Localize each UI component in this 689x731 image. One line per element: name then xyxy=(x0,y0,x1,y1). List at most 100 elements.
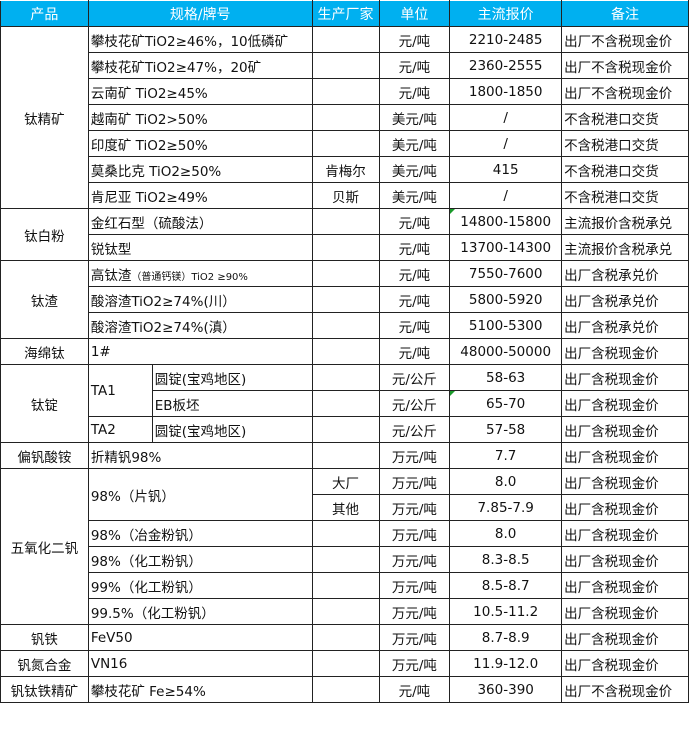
maker-cell xyxy=(311,390,380,417)
spec-text: 99.5%（化工粉钒） xyxy=(90,605,215,622)
maker-cell xyxy=(311,260,380,287)
header-spec: 规格/牌号 xyxy=(87,0,313,27)
maker-cell xyxy=(311,234,380,261)
spec-cell: 高钛渣（普通钙镁）TiO2 ≥90% xyxy=(87,260,313,287)
maker-cell: 其他 xyxy=(311,494,380,521)
spec-text: 莫桑比克 TiO2≥50% xyxy=(90,163,222,180)
table-row: TA2 圆锭(宝鸡地区) 元/公斤 57-58 出厂含税现金价 xyxy=(1,416,689,443)
unit-cell: 元/吨 xyxy=(378,338,451,365)
spec-text: 攀枝花矿 Fe≥54% xyxy=(90,683,206,700)
note-cell: 出厂含税现金价 xyxy=(561,650,689,677)
spec-text: 酸溶渣TiO2≥74%(滇） xyxy=(90,319,236,336)
note-cell: 出厂含税承兑价 xyxy=(561,286,689,313)
price-text: 65-70 xyxy=(486,395,526,412)
note-cell: 出厂含税现金价 xyxy=(561,442,689,469)
unit-cell: 元/公斤 xyxy=(378,390,451,417)
product-cell: 钛渣 xyxy=(0,260,89,339)
unit-cell: 美元/吨 xyxy=(378,130,451,157)
note-cell: 主流报价含税承兑 xyxy=(561,208,689,235)
table-row: 海绵钛 1# 元/吨 48000-50000 出厂含税现金价 xyxy=(0,338,689,365)
spec-cell: EB板坯 xyxy=(151,390,313,417)
spec-cell: 99.5%（化工粉钒） xyxy=(87,598,313,625)
price-cell: 5100-5300 xyxy=(449,312,563,339)
maker-cell xyxy=(311,572,380,599)
note-cell: 出厂含税现金价 xyxy=(561,598,689,625)
product-cell: 钒铁 xyxy=(0,624,89,651)
price-text: / xyxy=(503,109,508,126)
price-cell: 8.0 xyxy=(449,520,563,547)
table-row: 钛精矿 攀枝花矿TiO2≥46%，10低磷矿 元/吨 2210-2485 出厂不含税现金… xyxy=(0,26,689,209)
table-row: 钒铁 FeV50 万元/吨 8.7-8.9 出厂含税现金价 xyxy=(0,624,689,651)
note-cell: 出厂含税现金价 xyxy=(561,624,689,651)
table-row: 99.5%（化工粉钒） 万元/吨 10.5-11.2 出厂含税现金价 xyxy=(1,598,689,625)
spec-cell: 锐钛型 xyxy=(87,234,313,261)
price-text: 415 xyxy=(492,161,519,178)
table-row: 攀枝花矿TiO2≥47%，20矿 元/吨 2360-2555 出厂不含税现金价 xyxy=(1,52,689,79)
unit-cell: 元/公斤 xyxy=(378,364,451,391)
table-row: 酸溶渣TiO2≥74%(滇） 元/吨 5100-5300 出厂含税承兑价 xyxy=(1,312,689,339)
price-cell: 8.5-8.7 xyxy=(449,572,563,599)
price-cell: 415 xyxy=(449,156,563,183)
spec-text: 98%（片钒） xyxy=(90,488,175,505)
maker-cell xyxy=(311,676,380,703)
note-cell: 出厂不含税现金价 xyxy=(561,26,689,53)
price-text: 5100-5300 xyxy=(468,317,543,334)
price-cell: / xyxy=(449,104,563,131)
spec-cell: 金红石型（硫酸法） xyxy=(87,208,313,235)
price-text: 48000-50000 xyxy=(460,343,552,360)
spec-text: 98%（化工粉钒） xyxy=(90,553,202,570)
maker-cell xyxy=(311,104,380,131)
price-text: 58-63 xyxy=(486,369,526,386)
grade-cell: TA2 xyxy=(87,416,153,443)
note-cell: 出厂不含税现金价 xyxy=(561,52,689,79)
spec-cell: 99%（化工粉钒） xyxy=(87,572,313,599)
spec-cell: 莫桑比克 TiO2≥50% xyxy=(87,156,313,183)
maker-cell xyxy=(311,78,380,105)
spec-cell: VN16 xyxy=(87,650,313,677)
price-cell: 10.5-11.2 xyxy=(449,598,563,625)
table-row: 越南矿 TiO2>50% 美元/吨 / 不含税港口交货 xyxy=(1,104,689,131)
unit-cell: 万元/吨 xyxy=(378,494,451,521)
maker-cell: 大厂 xyxy=(311,468,380,495)
product-cell: 钒钛铁精矿 xyxy=(0,676,89,703)
unit-cell: 美元/吨 xyxy=(378,182,451,209)
note-cell: 出厂含税承兑价 xyxy=(561,312,689,339)
unit-cell: 元/吨 xyxy=(378,52,451,79)
unit-cell: 万元/吨 xyxy=(378,650,451,677)
price-cell: 2210-2485 xyxy=(449,26,563,53)
maker-cell xyxy=(311,624,380,651)
price-cell: 8.7-8.9 xyxy=(449,624,563,651)
price-cell: 8.3-8.5 xyxy=(449,546,563,573)
price-text: 7.7 xyxy=(494,447,517,464)
price-text: 2360-2555 xyxy=(468,57,543,74)
table-row: 99%（化工粉钒） 万元/吨 8.5-8.7 出厂含税现金价 xyxy=(1,572,689,599)
spec-cell: 攀枝花矿 Fe≥54% xyxy=(87,676,313,703)
price-cell: 58-63 xyxy=(449,364,563,391)
product-cell: 钛精矿 xyxy=(0,26,89,209)
spec-cell: 折精钒98% xyxy=(87,442,313,469)
grade-cell: TA1 xyxy=(87,364,153,417)
price-text: 7550-7600 xyxy=(468,265,543,282)
price-text: / xyxy=(503,187,508,204)
note-cell: 出厂含税承兑价 xyxy=(561,260,689,287)
unit-cell: 元/吨 xyxy=(378,286,451,313)
maker-cell xyxy=(311,286,380,313)
unit-cell: 万元/吨 xyxy=(378,546,451,573)
spec-cell: FeV50 xyxy=(87,624,313,651)
table-row: 钛锭 TA1 圆锭(宝鸡地区) 元/公斤 58-63 出厂含税现金价 xyxy=(0,364,689,443)
spec-cell: 圆锭(宝鸡地区) xyxy=(151,416,313,443)
price-cell: 7550-7600 xyxy=(449,260,563,287)
price-text: 8.0 xyxy=(494,473,517,490)
price-cell: 13700-14300 xyxy=(449,234,563,261)
unit-cell: 万元/吨 xyxy=(378,572,451,599)
note-cell: 主流报价含税承兑 xyxy=(561,234,689,261)
maker-cell xyxy=(311,520,380,547)
spec-text: FeV50 xyxy=(90,629,133,646)
product-cell: 五氧化二钒 xyxy=(0,468,89,625)
spec-cell: 印度矿 TiO2≥50% xyxy=(87,130,313,157)
maker-cell xyxy=(311,598,380,625)
maker-cell xyxy=(311,416,380,443)
header-price: 主流报价 xyxy=(449,0,563,27)
price-text: 8.3-8.5 xyxy=(481,551,530,568)
note-cell: 出厂含税现金价 xyxy=(561,364,689,391)
